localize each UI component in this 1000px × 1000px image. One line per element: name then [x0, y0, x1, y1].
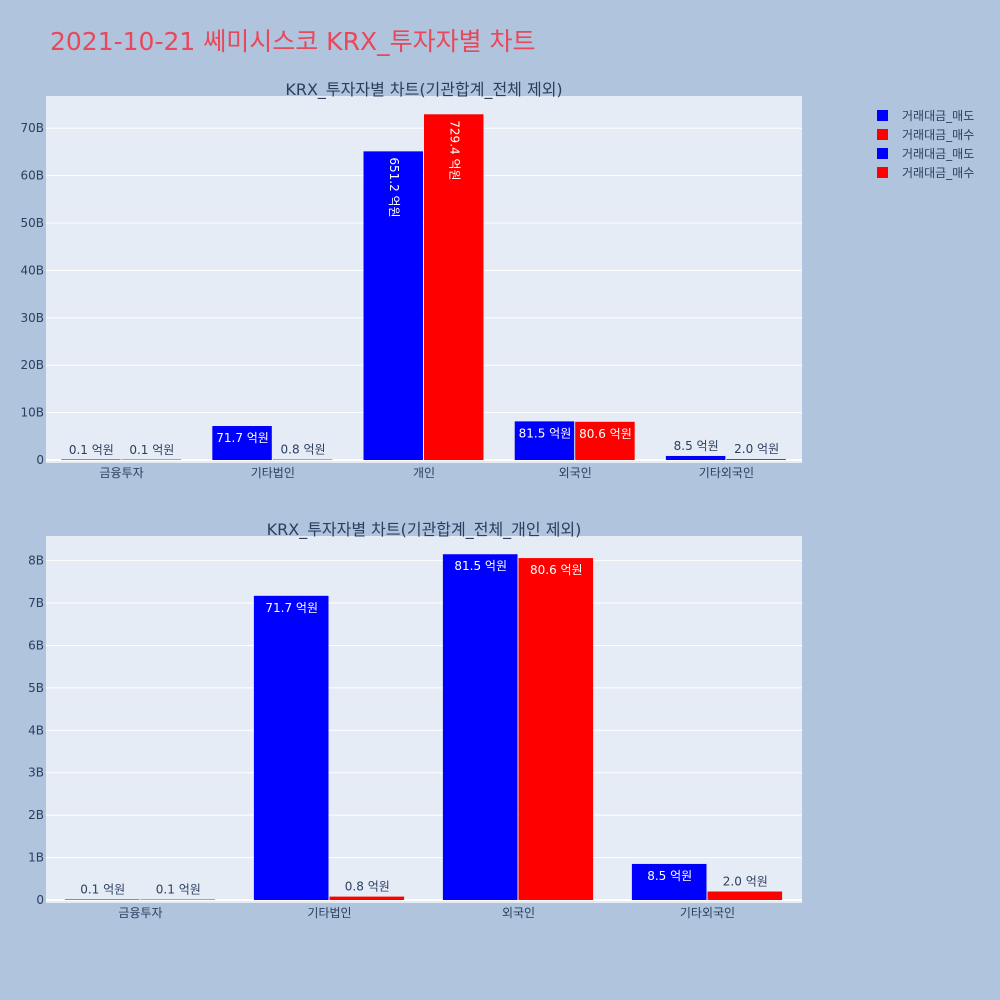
bar-label: 2.0 억원 [723, 875, 768, 889]
chart-panel-1: 0 10B 20B 30B 40B 50B 60B 70B KRX_투자자별 차트(기관합계_전… [20, 80, 802, 480]
y-tick-label: 60B [20, 169, 44, 183]
legend-label[interactable]: 거래대금_매도 [902, 109, 974, 123]
legend-label[interactable]: 거래대금_매도 [902, 147, 974, 161]
y-tick-label: 50B [20, 216, 44, 230]
x-tick-label: 외국인 [559, 466, 592, 480]
bar [272, 459, 333, 460]
y-tick-label: 70B [20, 121, 44, 135]
legend-swatch[interactable] [877, 110, 888, 121]
y-tick-label: 6B [28, 638, 44, 652]
x-tick-label: 금융투자 [118, 906, 162, 920]
legend-label[interactable]: 거래대금_매수 [902, 166, 974, 180]
bar [140, 899, 216, 900]
bar-label: 2.0 억원 [734, 442, 779, 456]
bar [442, 554, 518, 900]
x-tick-label: 기타외국인 [680, 906, 735, 920]
bar-label: 8.5 억원 [674, 439, 719, 453]
legend-swatch[interactable] [877, 148, 888, 159]
bar-label: 729.4 억원 [447, 120, 461, 180]
bar [631, 863, 707, 900]
bar [707, 891, 783, 900]
bar-label: 71.7 억원 [265, 601, 318, 615]
bar-label: 80.6 억원 [530, 563, 583, 577]
y-tick-label: 3B [28, 766, 44, 780]
bar [61, 459, 121, 460]
y-tick-label: 20B [20, 358, 44, 372]
bar [64, 899, 140, 900]
x-tick-label: 기타법인 [251, 466, 295, 480]
bar-label: 81.5 억원 [519, 426, 572, 440]
x-tick-label: 금융투자 [100, 466, 144, 480]
legend-swatch[interactable] [877, 167, 888, 178]
x-tick-label: 외국인 [502, 906, 535, 920]
y-tick-label: 4B [28, 723, 44, 737]
legend-label[interactable]: 거래대금_매수 [902, 128, 974, 142]
bar-label: 8.5 억원 [647, 869, 692, 883]
y-tick-label: 2B [28, 808, 44, 822]
y-tick-label: 8B [28, 554, 44, 568]
bar [665, 455, 726, 460]
bar [212, 426, 272, 460]
bar-label: 71.7 억원 [216, 431, 269, 445]
bar [726, 459, 786, 460]
page-title: 2021-10-21 쎄미시스코 KRX_투자자별 차트 [50, 27, 536, 56]
bar [329, 896, 405, 900]
bar-label: 0.1 억원 [80, 883, 125, 897]
y-tick-label: 0 [36, 453, 44, 467]
bar-label: 0.8 억원 [281, 443, 326, 457]
bar-label: 0.1 억원 [156, 883, 201, 897]
bar [121, 459, 182, 460]
y-tick-label: 40B [20, 263, 44, 277]
chart-panel-2: 0 1B 2B 3B 4B 5B 6B 7B 8B KRX_투자자별 차트(기관합계_전체_개인 … [28, 520, 802, 920]
chart-title: KRX_투자자별 차트(기관합계_전체 제외) [285, 80, 562, 100]
y-tick-label: 1B [28, 851, 44, 865]
bar-label: 0.1 억원 [69, 443, 114, 457]
bar [514, 421, 575, 460]
y-tick-label: 10B [20, 406, 44, 420]
bar-label: 0.8 억원 [345, 880, 390, 894]
bar [253, 595, 329, 900]
y-tick-label: 30B [20, 311, 44, 325]
bar-label: 81.5 억원 [454, 559, 507, 573]
bar [424, 114, 484, 460]
plot-area [46, 536, 802, 903]
x-tick-label: 기타법인 [307, 906, 351, 920]
bar-label: 0.1 억원 [129, 443, 174, 457]
bar [363, 151, 423, 460]
chart-title: KRX_투자자별 차트(기관합계_전체_개인 제외) [267, 520, 582, 540]
x-tick-label: 개인 [413, 466, 435, 480]
bar-label: 80.6 억원 [579, 427, 632, 441]
y-tick-label: 0 [36, 893, 44, 907]
x-tick-label: 기타외국인 [699, 466, 754, 480]
legend-swatch[interactable] [877, 129, 888, 140]
y-tick-label: 5B [28, 681, 44, 695]
bar [518, 558, 594, 900]
bar [575, 421, 635, 460]
y-tick-label: 7B [28, 596, 44, 610]
bar-label: 651.2 억원 [387, 157, 401, 217]
